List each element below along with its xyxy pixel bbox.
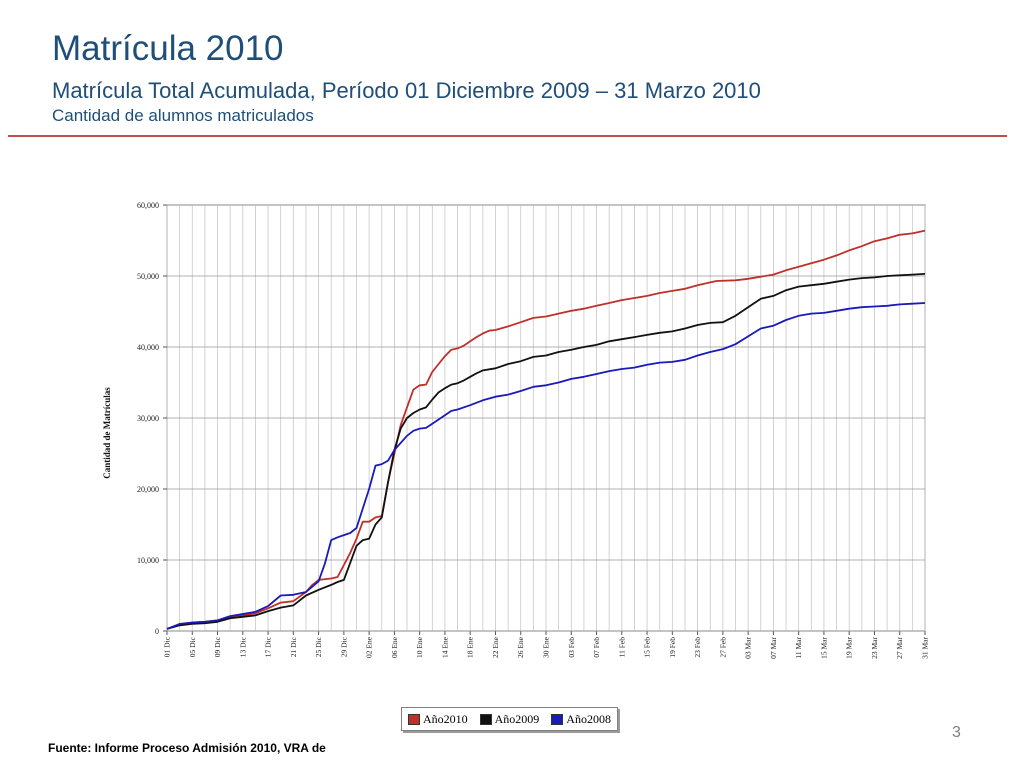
x-tick-label: 29 Dic	[339, 636, 348, 657]
y-axis-label: Cantidad de Matrículas	[102, 387, 112, 479]
x-tick-label: 10 Ene	[415, 636, 424, 658]
slide-header: Matrícula 2010 Matrícula Total Acumulada…	[52, 28, 1004, 126]
legend-item-2009: Año2009	[479, 711, 540, 727]
slide-title: Matrícula 2010	[52, 29, 284, 68]
x-tick-label: 07 Feb	[592, 637, 601, 658]
x-tick-label: 02 Ene	[365, 636, 374, 658]
x-tick-label: 18 Ene	[466, 636, 475, 658]
page-number: 3	[952, 724, 961, 741]
slide-caption: Cantidad de alumnos matriculados	[52, 106, 314, 125]
legend-label-2009: Año2009	[494, 711, 540, 726]
x-tick-label: 03 Mar	[744, 637, 753, 659]
y-tick-label: 60,000	[137, 201, 159, 210]
x-tick-label: 25 Dic	[314, 636, 323, 657]
x-tick-label: 11 Feb	[617, 637, 626, 658]
legend-label-2008: Año2008	[566, 711, 611, 726]
legend-swatch-2009	[479, 713, 492, 725]
x-tick-label: 06 Ene	[390, 636, 399, 658]
x-tick-label: 31 Mar	[921, 637, 930, 659]
y-tick-label: 0	[155, 627, 159, 636]
slide-subtitle: Matrícula Total Acumulada, Período 01 Di…	[52, 78, 761, 103]
x-tick-label: 26 Ene	[516, 636, 525, 658]
legend-swatch-2008	[551, 713, 564, 725]
x-tick-label: 01 Dic	[163, 636, 172, 657]
legend-swatch-2010	[407, 713, 420, 725]
y-tick-label: 20,000	[137, 485, 159, 494]
y-tick-label: 30,000	[137, 414, 159, 423]
x-tick-label: 21 Dic	[289, 636, 298, 657]
series-line-2009	[166, 273, 926, 630]
y-tick-label: 10,000	[137, 556, 159, 565]
x-tick-label: 23 Feb	[693, 637, 702, 658]
source-note: Fuente: Informe Proceso Admisión 2010, V…	[48, 741, 326, 755]
x-tick-label: 30 Ene	[542, 636, 551, 658]
legend-item-2010: Año2010	[407, 711, 468, 727]
x-tick-label: 27 Mar	[895, 637, 904, 659]
x-tick-label: 11 Mar	[794, 636, 803, 658]
series-line-2008	[166, 302, 926, 630]
x-tick-label: 27 Feb	[718, 637, 727, 658]
x-tick-label: 13 Dic	[238, 636, 247, 657]
x-tick-label: 14 Ene	[440, 636, 449, 658]
x-tick-label: 09 Dic	[213, 636, 222, 657]
x-tick-label: 23 Mar	[870, 637, 879, 659]
y-tick-label: 50,000	[137, 272, 159, 281]
x-tick-label: 15 Feb	[643, 637, 652, 658]
x-tick-label: 05 Dic	[188, 636, 197, 657]
legend-label-2010: Año2010	[422, 711, 468, 726]
x-tick-label: 03 Feb	[567, 637, 576, 658]
x-tick-label: 22 Ene	[491, 636, 500, 658]
x-tick-label: 17 Dic	[264, 636, 273, 657]
header-divider	[8, 135, 1007, 137]
series-line-2010	[166, 229, 926, 630]
x-tick-label: 07 Mar	[769, 637, 778, 659]
x-tick-label: 19 Mar	[845, 637, 854, 659]
chart-legend: Año2010 Año2009 Año2008	[401, 707, 618, 731]
y-tick-label: 40,000	[137, 343, 159, 352]
x-tick-label: 19 Feb	[668, 637, 677, 658]
x-tick-label: 15 Mar	[819, 637, 828, 659]
legend-item-2008: Año2008	[551, 712, 611, 727]
